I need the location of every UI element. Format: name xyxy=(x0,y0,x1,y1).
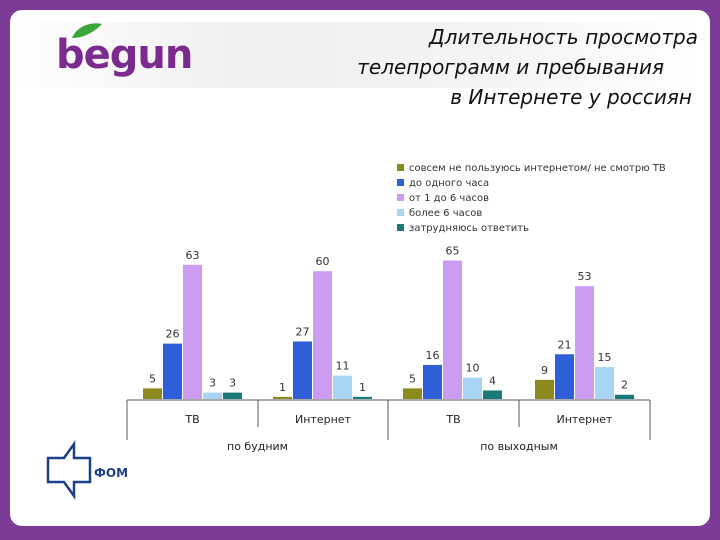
data-label: 16 xyxy=(426,349,440,362)
data-label: 60 xyxy=(316,255,330,268)
data-label: 5 xyxy=(409,372,416,385)
bar xyxy=(403,388,422,399)
group-label: по будним xyxy=(227,440,288,453)
bar xyxy=(483,390,502,399)
data-label: 1 xyxy=(279,381,286,394)
bar xyxy=(443,260,462,399)
data-label: 5 xyxy=(149,372,156,385)
legend-label: до одного часа xyxy=(409,178,489,189)
data-label: 11 xyxy=(336,360,350,373)
legend-swatch xyxy=(397,179,404,186)
bar xyxy=(333,375,352,399)
legend-swatch xyxy=(397,164,404,171)
x-tick-label: Интернет xyxy=(557,413,614,426)
group-label: по выходным xyxy=(480,440,558,453)
data-label: 3 xyxy=(209,377,216,390)
legend-label: более 6 часов xyxy=(409,208,482,219)
leaf-icon xyxy=(72,23,102,38)
data-label: 3 xyxy=(229,377,236,390)
logo-text: begun xyxy=(56,32,193,78)
data-label: 4 xyxy=(489,374,496,387)
data-label: 63 xyxy=(186,249,200,262)
data-label: 27 xyxy=(296,325,310,338)
legend-label: от 1 до 6 часов xyxy=(409,193,489,204)
bar xyxy=(223,392,242,399)
title-line-2: телепрограмм и пребывания xyxy=(357,55,664,79)
data-label: 10 xyxy=(466,362,480,375)
fom-arrow-icon xyxy=(46,440,92,500)
legend-label: совсем не пользуюсь интернетом/ не смотр… xyxy=(409,163,666,174)
bar xyxy=(183,264,202,399)
legend-swatch xyxy=(397,224,404,231)
title-line-3: в Интернете у россиян xyxy=(450,85,692,109)
x-tick-label: ТВ xyxy=(184,413,199,426)
x-tick-label: Интернет xyxy=(295,413,352,426)
title-line-1: Длительность просмотра xyxy=(429,25,698,49)
bar xyxy=(535,379,554,399)
header-band xyxy=(10,22,700,88)
bar xyxy=(555,354,574,399)
begun-logo: begun xyxy=(56,22,196,82)
source-label: ФОМ xyxy=(94,466,129,480)
fom-logo: ФОМ xyxy=(46,440,146,500)
bar xyxy=(293,341,312,399)
bar xyxy=(353,396,372,399)
bar xyxy=(575,286,594,399)
bar xyxy=(313,271,332,399)
bar xyxy=(463,377,482,399)
data-label: 21 xyxy=(558,338,572,351)
data-label: 9 xyxy=(541,364,548,377)
data-label: 26 xyxy=(166,328,180,341)
data-label: 2 xyxy=(621,379,628,392)
bar xyxy=(595,367,614,399)
legend-swatch xyxy=(397,209,404,216)
bar xyxy=(273,396,292,399)
bar xyxy=(143,388,162,399)
data-label: 53 xyxy=(578,270,592,283)
bar xyxy=(423,364,442,399)
bar xyxy=(615,394,634,399)
data-label: 1 xyxy=(359,381,366,394)
data-label: 65 xyxy=(446,245,460,258)
data-label: 15 xyxy=(598,351,612,364)
bar xyxy=(163,343,182,399)
x-tick-label: ТВ xyxy=(445,413,460,426)
legend-label: затрудняюсь ответить xyxy=(409,223,529,234)
slide-title: Длительность просмотра телепрограмм и пр… xyxy=(278,22,698,112)
legend-swatch xyxy=(397,194,404,201)
bar xyxy=(203,392,222,399)
